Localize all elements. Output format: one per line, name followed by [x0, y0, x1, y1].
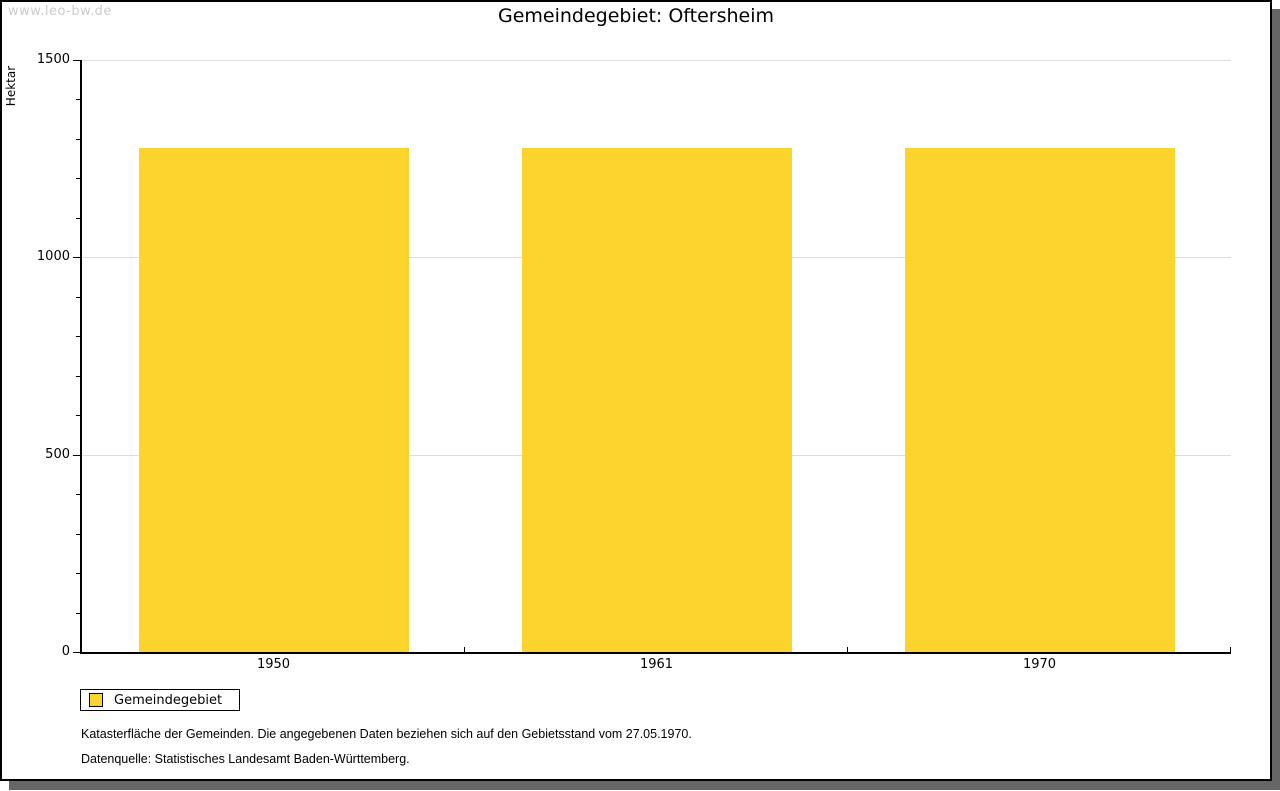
y-tick-label: 1500: [36, 52, 70, 67]
bar: [904, 148, 1175, 652]
watermark: www.leo-bw.de: [8, 4, 112, 19]
y-tick-major: [73, 454, 80, 456]
x-tick-boundary: [1230, 647, 1231, 652]
y-tick-minor: [76, 178, 80, 180]
legend-label: Gemeindegebiet: [114, 692, 223, 708]
y-tick-minor: [76, 138, 80, 140]
y-tick-label: 500: [45, 446, 70, 462]
legend-swatch-icon: [89, 693, 103, 707]
y-tick-minor: [76, 533, 80, 535]
y-tick-label: 0: [61, 644, 70, 659]
y-tick-minor: [76, 217, 80, 219]
y-tick-minor: [76, 494, 80, 496]
legend: Gemeindegebiet: [80, 689, 240, 711]
y-tick-minor: [76, 612, 80, 614]
gridline: [82, 60, 1231, 61]
y-tick-label: 1000: [36, 249, 70, 265]
y-axis-line: [80, 60, 82, 654]
data-source: Datenquelle: Statistisches Landesamt Bad…: [81, 752, 410, 766]
y-tick-minor: [76, 336, 80, 338]
x-tick-boundary: [847, 647, 848, 652]
y-tick-minor: [76, 573, 80, 575]
footnote: Katasterfläche der Gemeinden. Die angege…: [81, 727, 692, 741]
y-tick-minor: [76, 415, 80, 417]
y-tick-major: [73, 257, 80, 259]
x-tick-boundary: [464, 647, 465, 652]
x-tick-label: 1961: [639, 657, 674, 672]
x-axis-line: [80, 652, 1231, 654]
y-tick-major: [73, 652, 80, 653]
y-tick-minor: [76, 296, 80, 298]
bar: [138, 148, 409, 652]
chart-title: Gemeindegebiet: Oftersheim: [497, 5, 775, 27]
x-tick-label: 1950: [256, 657, 291, 672]
x-tick-label: 1970: [1022, 657, 1057, 672]
y-tick-major: [73, 60, 80, 61]
y-tick-minor: [76, 375, 80, 377]
plot-area: 0 500 1000 1500 1950 1961 1970: [2, 2, 1270, 779]
y-tick-minor: [76, 99, 80, 101]
bar: [521, 148, 792, 652]
